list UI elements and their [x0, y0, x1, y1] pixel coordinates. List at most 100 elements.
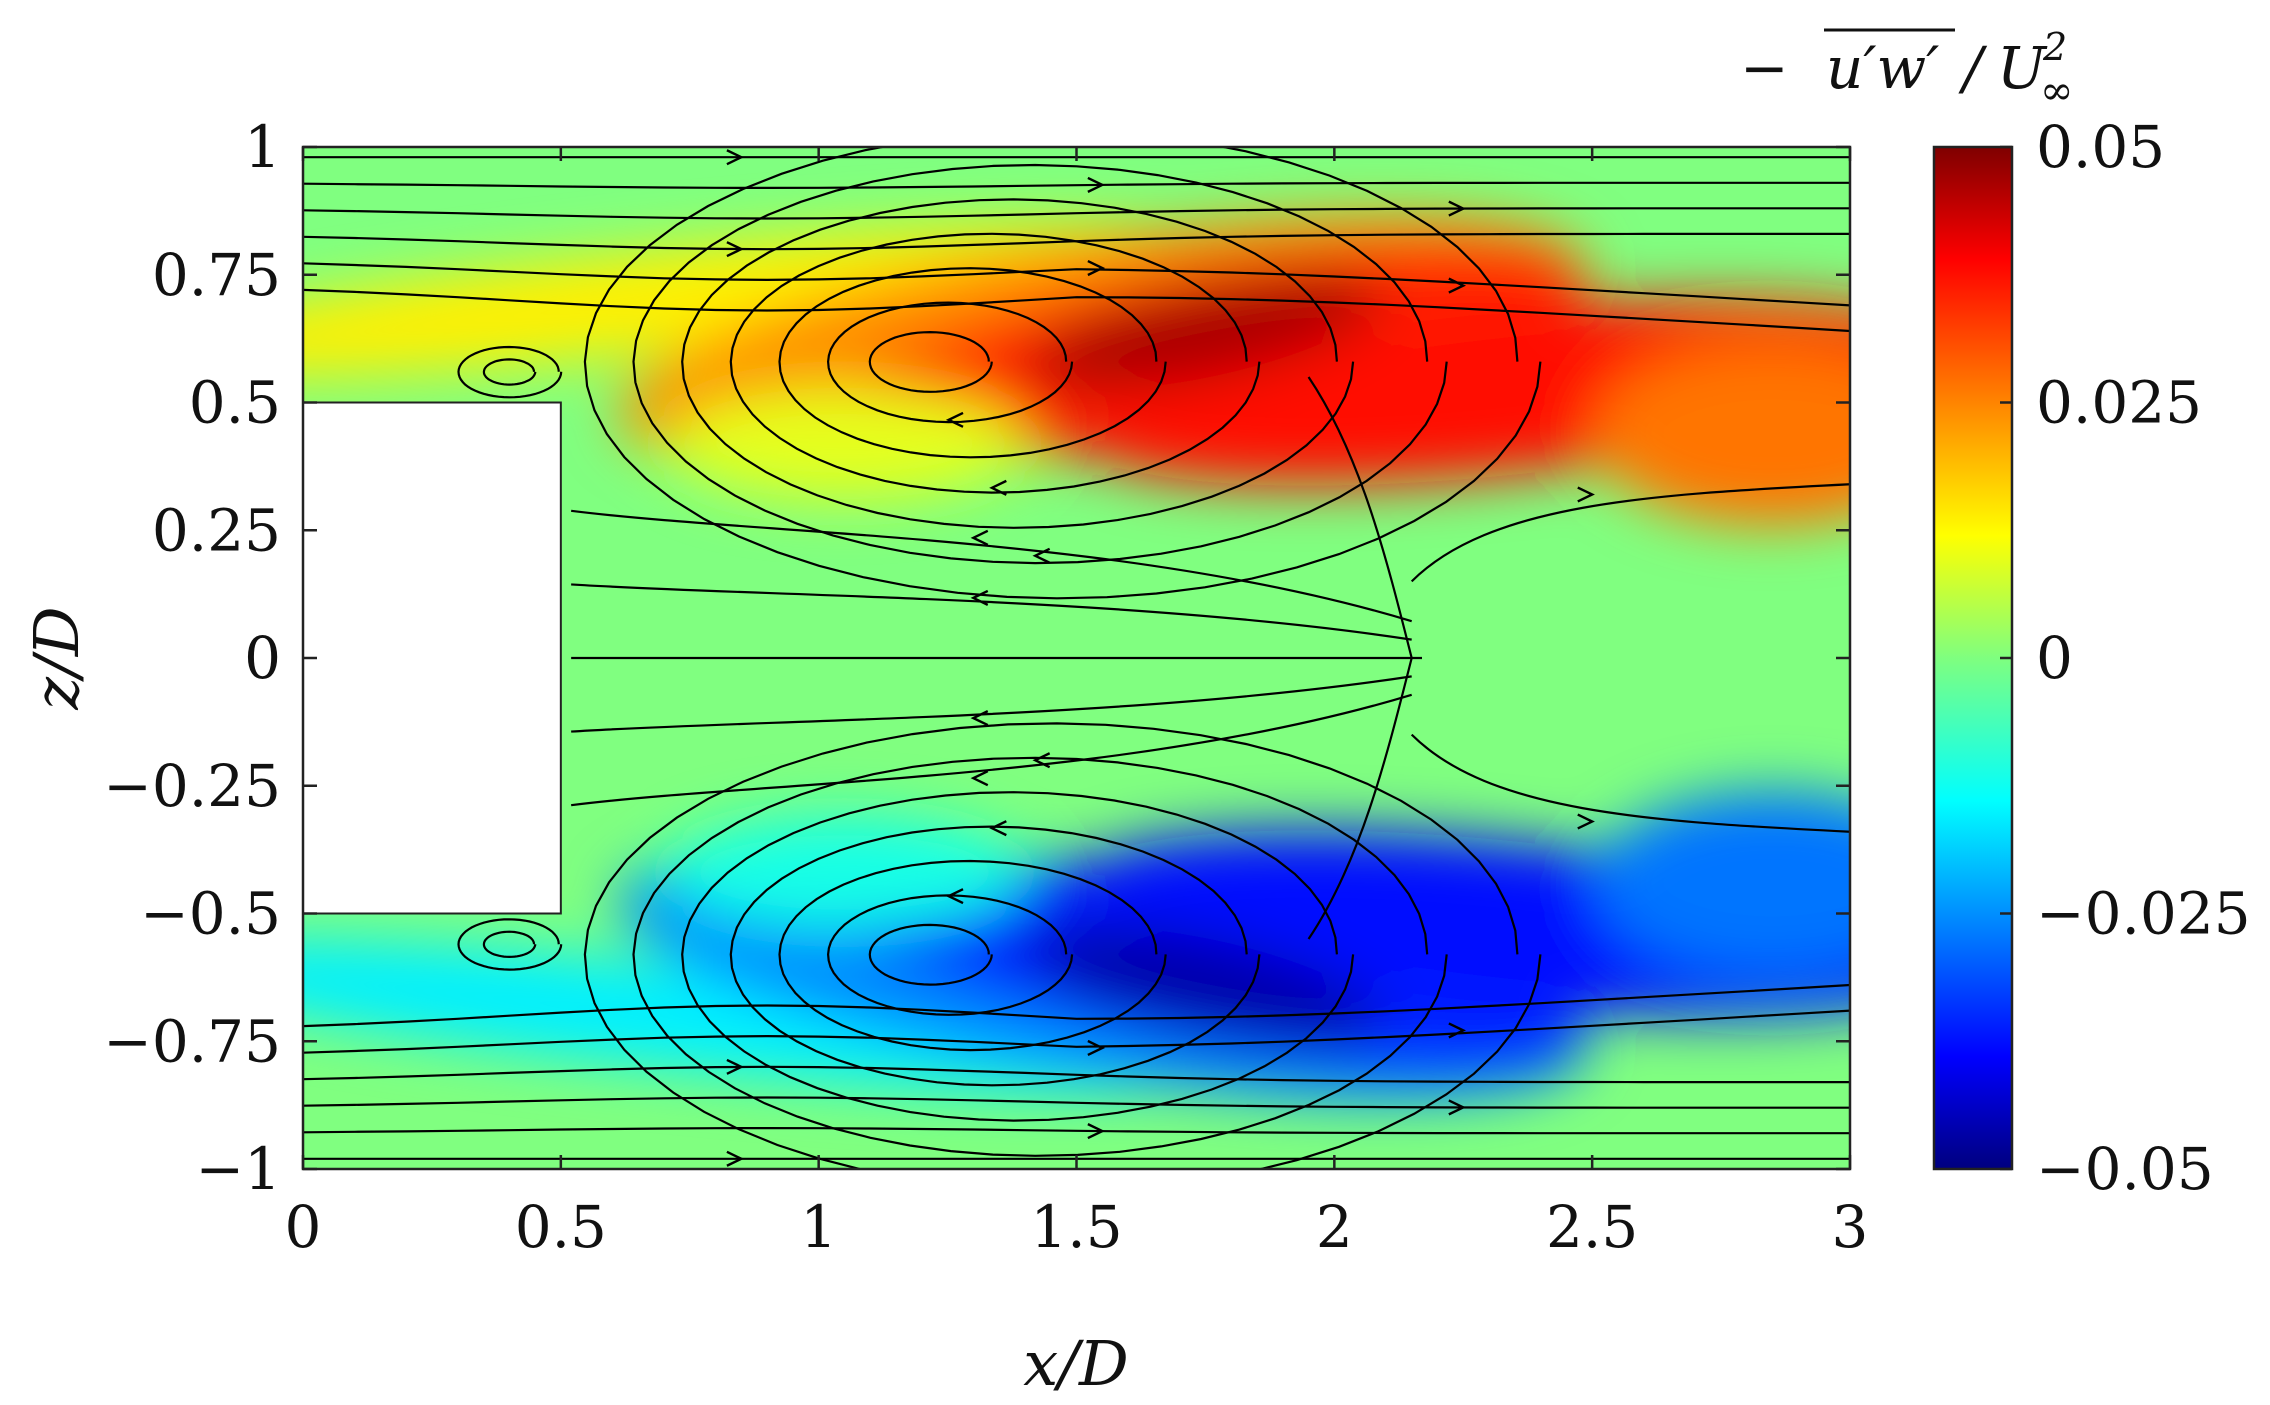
streamline-vortex-1-1: [826, 894, 1074, 1016]
colorbar-tick-label: 0.05: [2036, 113, 2165, 181]
y-tick-label: 0.75: [152, 241, 281, 309]
streamline-outer-upper-4: [303, 262, 1850, 307]
stream-arrow-saddle-1: [1577, 813, 1595, 830]
stream-arrow-centre-3: [970, 770, 989, 787]
y-tick-label: 0.5: [189, 369, 281, 437]
streamline-outer-lower-5: [303, 983, 1850, 1028]
streamline-saddle-2: [1410, 483, 1850, 583]
streamline-vortex-1-4: [681, 791, 1355, 1122]
streamline-outer-upper-1: [303, 181, 1850, 190]
streamline-vortex-3-0: [482, 930, 537, 959]
y-tick-label: 0.25: [152, 496, 281, 564]
x-tick-label: 0: [285, 1193, 322, 1261]
streamline-vortex-3-1: [457, 918, 563, 971]
colorbar-label-slash: /: [1958, 34, 1988, 102]
stream-arrow-vortex-0-1: [945, 411, 964, 428]
colorbar-label-overline: u′w′: [1826, 34, 1939, 102]
streamline-saddle-3: [1410, 733, 1850, 833]
y-tick-label: −0.25: [103, 752, 281, 820]
stream-arrow-centre-1: [970, 529, 989, 546]
colorbar-scale: [1932, 145, 2014, 1171]
stream-arrow-outer-u5: [1448, 277, 1467, 294]
field-band-upper-4: [1592, 341, 1850, 526]
colorbar: −0.05 −0.025 0 0.025 0.05: [1932, 113, 2251, 1203]
y-tick-label: −0.5: [140, 880, 281, 948]
stream-arrow-outer-u4: [1087, 260, 1106, 277]
x-tick-label: 3: [1832, 1193, 1869, 1261]
streamline-vortex-1-3: [729, 825, 1261, 1087]
streamline-outer-lower-1: [303, 1126, 1850, 1135]
stream-arrow-vortex-1-3: [989, 820, 1007, 837]
x-tick-label: 0.5: [515, 1193, 607, 1261]
y-tick-label: 1: [244, 113, 281, 181]
colorbar-label-sub: ∞: [2040, 68, 2073, 114]
x-tick-label: 1.5: [1030, 1193, 1122, 1261]
streamline-vortex-1-6: [583, 722, 1542, 1169]
stream-arrow-centre-2: [970, 710, 989, 727]
streamline-centre-1: [571, 509, 1412, 623]
stream-arrow-outer-l2: [1448, 1099, 1467, 1116]
field-band-upper-0: [303, 224, 1203, 377]
colorbar-label-base: U: [1997, 34, 2048, 102]
streamline-vortex-0-5: [632, 163, 1448, 565]
x-tick-label: 2.5: [1546, 1193, 1638, 1261]
streamline-centre-0: [571, 583, 1412, 641]
field-band-lower-0: [303, 939, 1203, 1092]
streamline-vortex-0-1: [826, 301, 1074, 424]
streamline-vortex-0-6: [583, 147, 1542, 600]
colorbar-label: − u′w′ / U ∞ 2: [1740, 25, 2073, 114]
streamline-vortex-0-4: [681, 198, 1355, 529]
x-tick-label: 2: [1316, 1193, 1353, 1261]
stream-arrow-outer-l3: [726, 1058, 745, 1075]
streamline-centre-3: [571, 693, 1412, 807]
streamline-vortex-1-0: [868, 923, 993, 986]
streamline-outer-lower-4: [303, 1009, 1850, 1054]
y-tick-label: −0.75: [103, 1007, 281, 1075]
body-cutout: [302, 401, 562, 915]
streamline-vortex-1-5: [632, 756, 1448, 1157]
stream-arrow-outer-l0: [726, 1150, 745, 1167]
x-tick-label: 1: [800, 1193, 837, 1261]
streamline-vortex-1-2: [778, 859, 1167, 1052]
field-band-lower-4: [1592, 790, 1850, 975]
streamline-outer-upper-2: [303, 207, 1850, 220]
streamline-outer-lower-3: [303, 1065, 1850, 1084]
stream-arrow-outer-l4: [1087, 1039, 1106, 1056]
colorbar-ticks: −0.05 −0.025 0 0.025 0.05: [2000, 113, 2251, 1203]
y-tick-label: −1: [196, 1135, 282, 1203]
streamline-vortex-2-1: [457, 345, 563, 399]
streamline-vortex-0-2: [778, 267, 1167, 459]
streamline-vortex-0-3: [729, 232, 1261, 494]
y-ticks: −1 −0.75 −0.5 −0.25 0 0.25 0.5 0.75 1: [103, 113, 1850, 1203]
colorbar-tick-label: 0.025: [2036, 369, 2202, 437]
stream-arrow-vortex-1-1: [945, 888, 964, 905]
stream-arrow-outer-l5: [1448, 1022, 1467, 1039]
stream-arrow-saddle-0: [1577, 486, 1595, 503]
streamline-vortex-0-0: [868, 330, 993, 393]
colorbar-label-sup: 2: [2042, 25, 2067, 69]
colorbar-label-prefix: −: [1740, 34, 1789, 102]
stream-arrow-vortex-0-3: [989, 479, 1007, 496]
streamline-vortex-2-0: [482, 358, 537, 386]
x-ticks: 0 0.5 1 1.5 2 2.5 3: [285, 147, 1869, 1261]
stream-arrow-outer-u0: [726, 149, 745, 166]
streamline-saddle-0: [1307, 376, 1413, 659]
x-axis-label: x/D: [1023, 1327, 1129, 1400]
y-axis-label: z/D: [20, 606, 93, 710]
colorbar-tick-label: 0: [2036, 624, 2073, 692]
y-tick-label: 0: [244, 624, 281, 692]
stream-arrow-outer-u3: [726, 241, 745, 258]
streamline-outer-lower-2: [303, 1096, 1850, 1109]
streamline-outer-upper-5: [303, 288, 1850, 333]
colorbar-tick-label: −0.025: [2036, 880, 2251, 948]
stream-arrow-outer-u1: [1087, 176, 1106, 193]
field-band-upper-6: [663, 387, 1025, 500]
stream-arrow-outer-u2: [1448, 200, 1467, 217]
colorbar-tick-label: −0.05: [2036, 1135, 2214, 1203]
streamline-centre-2: [571, 675, 1412, 733]
stream-arrow-centre-0: [970, 589, 989, 606]
streamline-saddle-1: [1307, 657, 1413, 940]
stream-arrow-outer-l1: [1087, 1123, 1106, 1140]
